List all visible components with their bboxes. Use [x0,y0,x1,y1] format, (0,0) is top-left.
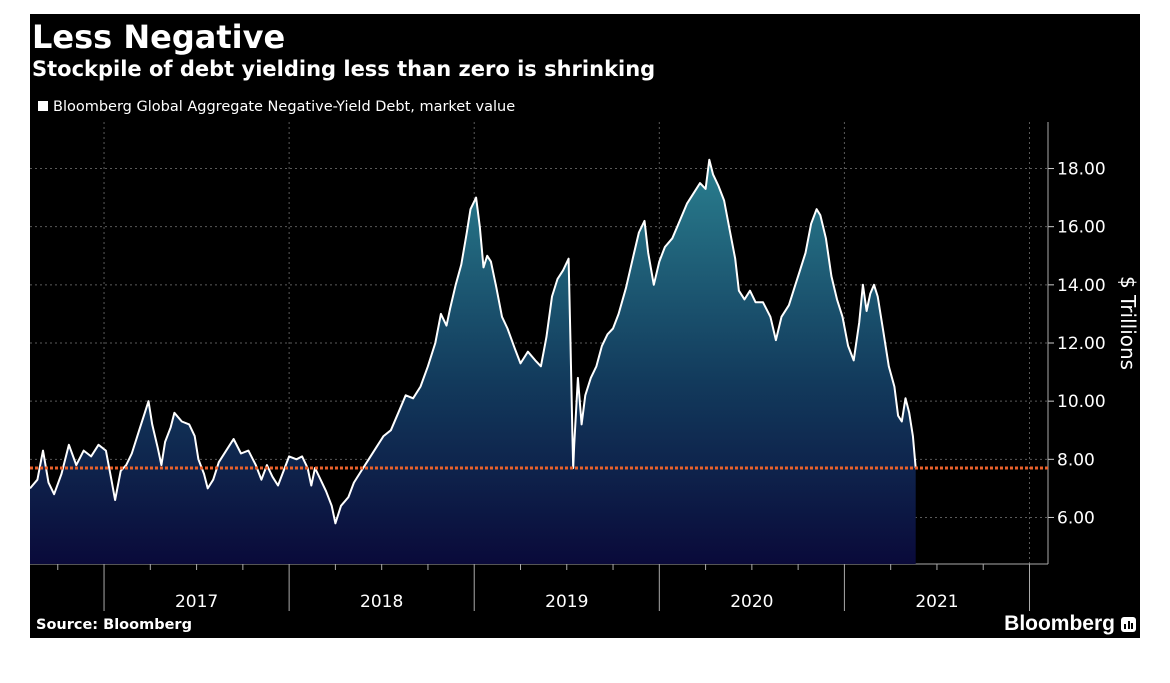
series-area [30,159,916,565]
brand-logo: Bloomberg [1004,612,1136,636]
legend-swatch [38,101,48,111]
y-tick-label: 12.00 [1057,334,1106,354]
y-axis-label: $ Trillions [1116,276,1140,370]
y-tick-label: 6.00 [1057,508,1095,528]
chart-subtitle: Stockpile of debt yielding less than zer… [32,57,656,81]
x-tick-label: 2018 [360,592,403,612]
y-tick-label: 16.00 [1057,218,1106,238]
source-note: Source: Bloomberg [36,617,192,633]
x-tick-label: 2021 [915,592,958,612]
series-line [30,158,917,525]
chart-plot: 6.00 8.00 10.00 12.00 14.00 16.00 18.00 2017 201… [30,122,1140,612]
y-tick-label: 18.00 [1057,160,1106,180]
x-tick-label: 2020 [730,592,773,612]
legend-label: Bloomberg Global Aggregate Negative-Yiel… [53,99,516,115]
x-tick-label: 2017 [175,592,218,612]
chart-card: Less Negative Stockpile of debt yielding… [30,14,1140,638]
y-tick-label: 14.00 [1057,276,1106,296]
bloomberg-icon [1121,616,1136,632]
x-tick-label: 2019 [545,592,588,612]
chart-title: Less Negative [32,18,286,56]
y-tick-label: 8.00 [1057,450,1095,470]
brand-name: Bloomberg [1004,612,1115,635]
y-tick-label: 10.00 [1057,392,1106,412]
legend: Bloomberg Global Aggregate Negative-Yiel… [38,98,515,116]
